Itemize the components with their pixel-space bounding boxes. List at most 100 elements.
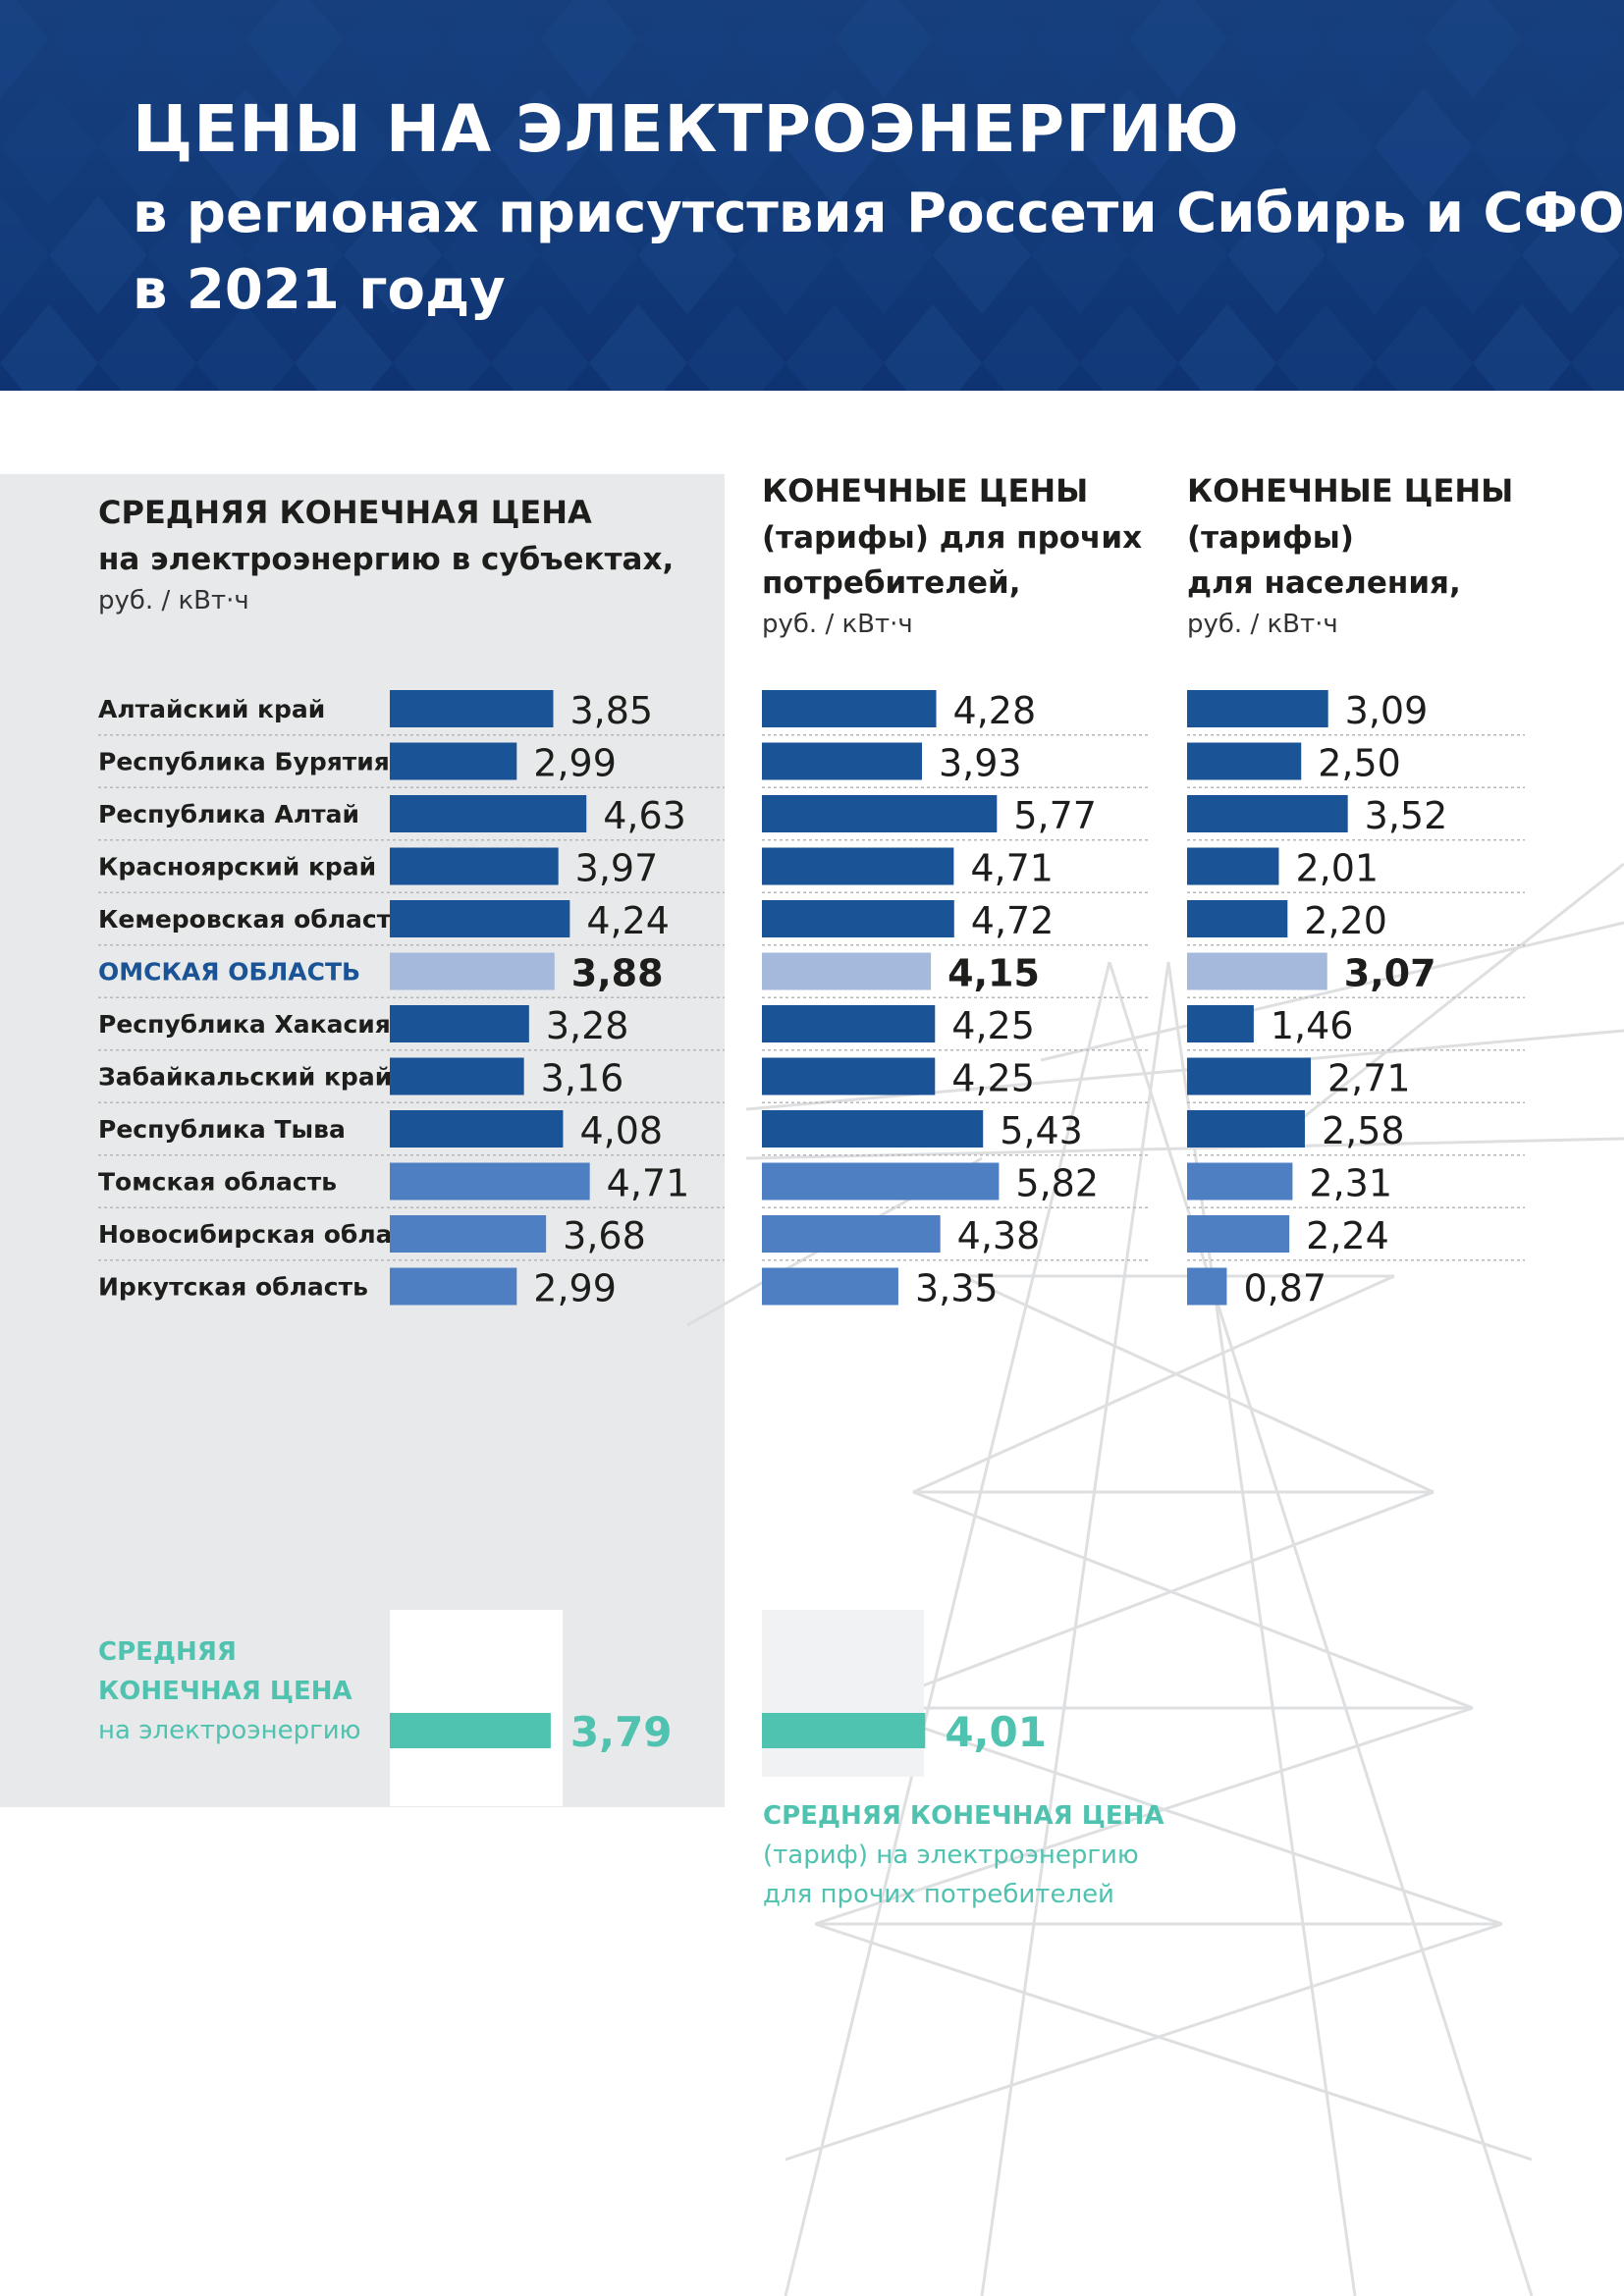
header-pattern-diamond bbox=[344, 196, 442, 314]
bar bbox=[390, 847, 559, 885]
bar bbox=[390, 1057, 524, 1095]
bar bbox=[1187, 1110, 1305, 1148]
left-average-note-line-2: КОНЕЧНАЯ ЦЕНА bbox=[98, 1677, 352, 1706]
header-pattern-diamond bbox=[1375, 304, 1473, 391]
bar-value-label: 4,72 bbox=[971, 899, 1055, 942]
bar bbox=[390, 900, 570, 937]
bar-value-label: 2,71 bbox=[1327, 1057, 1411, 1100]
bar bbox=[762, 742, 923, 780]
header-pattern-diamond bbox=[835, 0, 933, 98]
header-pattern-diamond bbox=[1178, 304, 1276, 391]
region-label: Красноярский край bbox=[98, 853, 376, 881]
header-pattern-diamond bbox=[1473, 88, 1571, 206]
header-pattern-diamond bbox=[1620, 34, 1624, 44]
bar-value-label: 4,24 bbox=[586, 899, 670, 942]
bar bbox=[762, 900, 954, 937]
header-pattern-diamond bbox=[687, 88, 785, 206]
bar-value-label: 3,28 bbox=[546, 1004, 629, 1047]
header-pattern-diamond bbox=[1473, 304, 1571, 391]
bar-value-label: 3,97 bbox=[575, 847, 659, 890]
region-label: Забайкальский край bbox=[98, 1063, 392, 1092]
header-pattern-diamond bbox=[1080, 304, 1178, 391]
bar bbox=[762, 1057, 936, 1095]
header-pattern-diamond bbox=[1178, 88, 1276, 206]
header-pattern-diamond bbox=[785, 88, 884, 206]
bar bbox=[762, 952, 932, 990]
middle-average-note: СРЕДНЯЯ КОНЕЧНАЯ ЦЕНА (тариф) на электро… bbox=[763, 1796, 1164, 1914]
bar bbox=[1187, 1057, 1312, 1095]
bar bbox=[1187, 690, 1328, 727]
header-pattern-diamond bbox=[49, 0, 147, 98]
bar-value-label: 0,87 bbox=[1243, 1267, 1326, 1310]
header-pattern-diamond bbox=[1129, 0, 1227, 98]
bar-value-label: 2,20 bbox=[1304, 899, 1387, 942]
column-2-unit: руб. / кВт·ч bbox=[762, 610, 913, 639]
region-label: Республика Алтай bbox=[98, 800, 359, 828]
header-pattern-diamond bbox=[1326, 196, 1424, 314]
header-pattern-diamond bbox=[0, 0, 49, 98]
column-1-title: СРЕДНЯЯ КОНЕЧНАЯ ЦЕНА bbox=[98, 494, 592, 531]
bar-value-label: 4,08 bbox=[579, 1109, 663, 1152]
header-pattern-diamond bbox=[835, 196, 933, 314]
header-pattern-diamond bbox=[933, 196, 1031, 314]
header-pattern-diamond bbox=[0, 88, 98, 206]
bar bbox=[1187, 1162, 1293, 1201]
bar bbox=[1187, 847, 1279, 885]
bar bbox=[762, 1110, 984, 1148]
page-title: ЦЕНЫ НА ЭЛЕКТРОЭНЕРГИЮ bbox=[133, 91, 1240, 167]
page-subtitle-line-1: в регионах присутствия Россети Сибирь и … bbox=[133, 182, 1624, 245]
column-1-unit: руб. / кВт·ч bbox=[98, 586, 249, 615]
middle-average-note-line-3: для прочих потребителей bbox=[763, 1880, 1114, 1909]
left-average-note-line-3: на электроэнергию bbox=[98, 1716, 361, 1745]
bar-value-label: 2,50 bbox=[1318, 742, 1401, 785]
bar-value-label: 5,77 bbox=[1013, 794, 1097, 837]
header-pattern-diamond bbox=[736, 0, 835, 98]
page-subtitle-line-2: в 2021 году bbox=[133, 258, 506, 322]
region-label: Алтайский край bbox=[98, 695, 325, 723]
left-panel-cutout bbox=[390, 1610, 563, 1806]
region-label: Республика Тыва bbox=[98, 1115, 346, 1144]
bar bbox=[762, 847, 954, 885]
bar-value-label: 4,63 bbox=[603, 794, 686, 837]
header-pattern-diamond bbox=[1620, 250, 1624, 260]
header-pattern-diamond bbox=[785, 304, 884, 391]
header-pattern-diamond bbox=[196, 88, 295, 206]
middle-average-backdrop bbox=[762, 1610, 924, 1777]
header-pattern-diamond bbox=[884, 304, 982, 391]
bar bbox=[762, 1215, 941, 1253]
header-pattern-diamond bbox=[589, 304, 687, 391]
column-3-subtitle-line-2: для населения, bbox=[1187, 565, 1461, 601]
bar-value-label: 3,35 bbox=[915, 1267, 999, 1310]
header-pattern-diamond bbox=[0, 196, 49, 314]
left-average-note-line-1: СРЕДНЯЯ bbox=[98, 1637, 237, 1667]
bar bbox=[762, 795, 998, 832]
bar bbox=[762, 1267, 898, 1306]
header-pattern-diamond bbox=[1571, 88, 1624, 206]
bar-value-label: 3,07 bbox=[1344, 952, 1436, 995]
bar-value-label: 2,99 bbox=[533, 1267, 617, 1310]
bar bbox=[1187, 795, 1348, 832]
header-pattern-diamond bbox=[687, 304, 785, 391]
header-pattern-diamond bbox=[1227, 0, 1326, 98]
header-pattern-diamond bbox=[1326, 0, 1424, 98]
average-value-label: 3,79 bbox=[570, 1708, 673, 1756]
bar-value-label: 3,68 bbox=[563, 1214, 646, 1257]
bar bbox=[762, 690, 937, 727]
middle-average-note-line-2: (тариф) на электроэнергию bbox=[763, 1841, 1139, 1870]
column-2-subtitle-line-1: (тарифы) для прочих bbox=[762, 520, 1143, 556]
column-3-subtitle-line-1: (тарифы) bbox=[1187, 520, 1354, 556]
header-pattern-diamond bbox=[540, 0, 638, 98]
header-pattern-diamond bbox=[933, 0, 1031, 98]
bar-value-label: 3,09 bbox=[1345, 689, 1429, 732]
header-pattern-diamond bbox=[638, 0, 736, 98]
bar bbox=[1187, 952, 1327, 990]
region-label: Иркутская область bbox=[98, 1273, 368, 1302]
header-pattern-diamond bbox=[1276, 304, 1375, 391]
header-diamond-pattern bbox=[0, 0, 1624, 391]
bar bbox=[1187, 1267, 1227, 1306]
header-pattern-diamond bbox=[1031, 196, 1129, 314]
header-pattern-diamond bbox=[393, 88, 491, 206]
region-label: ОМСКАЯ ОБЛАСТЬ bbox=[98, 958, 360, 987]
header-pattern-diamond bbox=[1276, 88, 1375, 206]
